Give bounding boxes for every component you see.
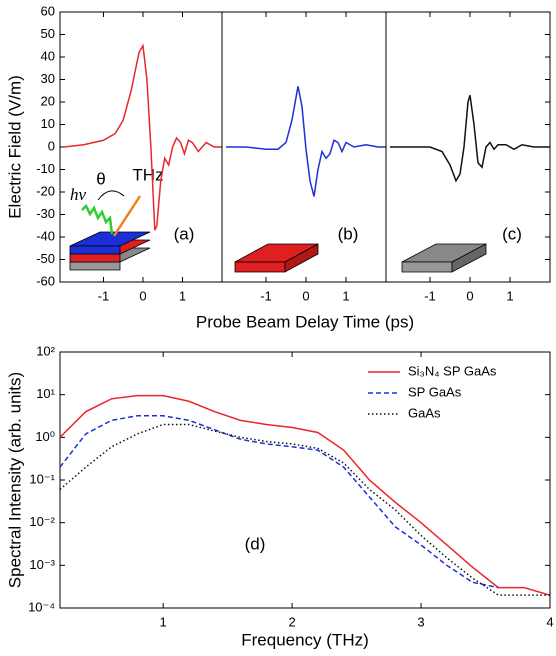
x-tick-label: 1: [179, 288, 186, 303]
x-tick-label: -1: [424, 288, 436, 303]
y-tick-label: -30: [36, 206, 55, 221]
y-tick-label: -40: [36, 228, 55, 243]
waveform-line: [63, 43, 222, 231]
y-tick-label: 10²: [36, 343, 55, 358]
annotation: θ: [96, 169, 105, 188]
x-tick-label: 1: [160, 614, 167, 629]
pump-beam: [81, 203, 114, 235]
annotation: THz: [132, 165, 163, 184]
x-tick-label: 1: [342, 288, 349, 303]
series-line: [59, 423, 550, 596]
y-tick-label: 10⁻²: [29, 514, 55, 529]
y-tick-label: 40: [41, 48, 55, 63]
waveform-line: [226, 86, 386, 197]
y-axis-label: Electric Field (V/m): [5, 75, 24, 219]
panel-label: (b): [338, 224, 359, 243]
slab-sp-end: [284, 243, 319, 273]
slab-sin-side: [69, 245, 121, 255]
panel-label: (c): [502, 224, 522, 243]
waveform-line: [390, 95, 550, 183]
x-axis-label: Probe Beam Delay Time (ps): [196, 312, 414, 331]
legend-label: GaAs: [408, 405, 441, 420]
x-tick-label: 0: [139, 288, 146, 303]
panel-label: (a): [174, 224, 195, 243]
y-tick-label: -60: [36, 273, 55, 288]
inset-b: [234, 243, 319, 273]
y-tick-label: 60: [41, 3, 55, 18]
inset-a: [69, 190, 151, 271]
x-tick-label: -1: [260, 288, 272, 303]
x-tick-label: 0: [466, 288, 473, 303]
y-tick-label: -50: [36, 251, 55, 266]
x-tick-label: 2: [288, 614, 295, 629]
legend-label: SP GaAs: [408, 384, 462, 399]
slab-gaas-side: [401, 261, 453, 273]
series-line: [59, 394, 551, 596]
x-tick-label: 0: [302, 288, 309, 303]
x-tick-label: 1: [506, 288, 513, 303]
panel-label: (d): [245, 534, 266, 553]
x-tick-label: 4: [546, 614, 553, 629]
slab-gaas-end: [451, 243, 487, 273]
legend-label: Si₃N₄ SP GaAs: [408, 363, 497, 378]
y-tick-label: 50: [41, 26, 55, 41]
y-tick-label: 20: [41, 93, 55, 108]
x-tick-label: 3: [417, 614, 424, 629]
y-tick-label: 10⁻¹: [29, 471, 55, 486]
y-tick-label: -10: [36, 161, 55, 176]
x-tick-label: -1: [98, 288, 110, 303]
y-tick-label: 10⁻³: [29, 557, 55, 572]
x-axis-label: Frequency (THz): [241, 630, 369, 649]
y-tick-label: 10⁰: [35, 429, 55, 444]
thz-beam: [112, 195, 142, 237]
series-line: [59, 415, 499, 589]
slab-side: [69, 261, 121, 271]
y-tick-label: 30: [41, 71, 55, 86]
inset-c: [401, 243, 487, 273]
slab-sp-side: [69, 253, 121, 263]
y-tick-label: 0: [48, 138, 55, 153]
y-tick-label: -20: [36, 183, 55, 198]
angle-arc: [97, 190, 125, 201]
y-axis-label: Spectral Intensity (arb. units): [5, 372, 24, 588]
y-tick-label: 10¹: [36, 386, 55, 401]
y-tick-label: 10⁻⁴: [28, 599, 55, 614]
y-tick-label: 10: [41, 116, 55, 131]
slab-sp-side: [234, 261, 286, 273]
annotation: hv: [70, 185, 87, 204]
